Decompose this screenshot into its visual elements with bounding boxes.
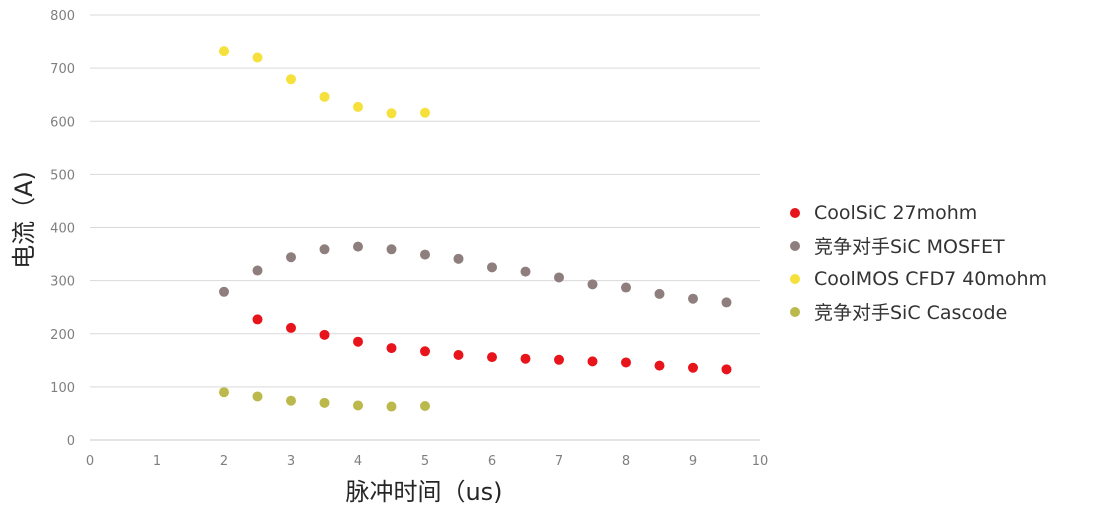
data-point bbox=[252, 52, 263, 63]
legend-label: 竞争对手SiC MOSFET bbox=[814, 236, 1005, 258]
y-tick-label: 600 bbox=[50, 115, 75, 130]
x-tick-label: 7 bbox=[555, 454, 563, 469]
y-tick-label: 500 bbox=[50, 168, 75, 183]
data-point bbox=[453, 253, 464, 264]
data-point bbox=[219, 46, 229, 57]
data-point bbox=[286, 252, 296, 263]
legend-marker-icon bbox=[790, 240, 800, 251]
legend-marker-icon bbox=[790, 207, 800, 218]
y-tick-label: 0 bbox=[67, 434, 75, 449]
legend-label: CoolSiC 27mohm bbox=[814, 201, 978, 224]
x-tick-label: 0 bbox=[86, 454, 94, 469]
data-point bbox=[721, 364, 732, 375]
data-point bbox=[453, 350, 464, 360]
x-tick-label: 1 bbox=[153, 454, 161, 469]
data-point bbox=[688, 362, 698, 373]
data-point bbox=[252, 265, 263, 276]
y-tick-label: 800 bbox=[50, 9, 75, 24]
data-point bbox=[554, 272, 564, 283]
data-point bbox=[487, 352, 497, 363]
data-point bbox=[487, 262, 497, 273]
y-axis-ticks: 0 100 200 300 400 500 600 700 800 bbox=[50, 9, 75, 449]
legend-label: 竞争对手SiC Cascode bbox=[814, 302, 1008, 324]
data-point bbox=[353, 336, 363, 347]
chart-plot: 0 100 200 300 400 500 600 700 800 0 1 2 3 4 5 6 7 8 9 10 脉… bbox=[10, 9, 768, 506]
x-tick-label: 4 bbox=[354, 454, 362, 469]
legend-item: CoolMOS CFD7 40mohm bbox=[790, 262, 1108, 295]
x-axis-title: 脉冲时间（us) bbox=[345, 478, 502, 506]
data-point bbox=[353, 241, 363, 252]
data-point bbox=[654, 360, 665, 371]
y-tick-label: 400 bbox=[50, 222, 75, 237]
data-point bbox=[252, 391, 263, 402]
data-point bbox=[654, 288, 665, 299]
x-tick-label: 5 bbox=[421, 454, 429, 469]
data-point bbox=[420, 107, 430, 118]
legend-item: CoolSiC 27mohm bbox=[790, 196, 1108, 229]
legend-marker-icon bbox=[790, 273, 800, 284]
y-tick-label: 200 bbox=[50, 328, 75, 343]
data-point bbox=[386, 244, 397, 255]
data-point bbox=[621, 282, 631, 293]
data-point bbox=[319, 397, 330, 408]
legend-item: 竞争对手SiC MOSFET bbox=[790, 229, 1108, 262]
data-point bbox=[520, 353, 531, 364]
data-point bbox=[353, 400, 363, 411]
data-point bbox=[587, 356, 598, 367]
data-point bbox=[286, 395, 296, 406]
data-point bbox=[688, 293, 698, 304]
x-tick-label: 6 bbox=[488, 454, 496, 469]
data-point bbox=[386, 343, 397, 354]
data-point bbox=[219, 387, 229, 398]
y-axis-title: 电流（A) bbox=[10, 171, 38, 269]
y-tick-label: 300 bbox=[50, 275, 75, 290]
legend-item: 竞争对手SiC Cascode bbox=[790, 295, 1108, 328]
data-point bbox=[587, 279, 598, 290]
x-axis-ticks: 0 1 2 3 4 5 6 7 8 9 10 bbox=[86, 454, 768, 469]
data-point bbox=[319, 91, 330, 102]
y-tick-label: 100 bbox=[50, 381, 75, 396]
data-point bbox=[386, 108, 397, 119]
gridlines bbox=[90, 14, 760, 441]
data-point bbox=[319, 244, 330, 255]
data-point bbox=[252, 314, 263, 325]
x-tick-label: 10 bbox=[752, 454, 769, 469]
data-point bbox=[219, 286, 229, 297]
x-tick-label: 9 bbox=[689, 454, 697, 469]
x-tick-label: 2 bbox=[220, 454, 228, 469]
legend-marker-icon bbox=[790, 306, 800, 317]
data-point bbox=[353, 101, 363, 112]
data-point bbox=[520, 266, 531, 277]
data-points bbox=[219, 46, 732, 412]
data-point bbox=[319, 329, 330, 340]
data-point bbox=[554, 354, 564, 365]
data-point bbox=[721, 297, 732, 308]
x-tick-label: 8 bbox=[622, 454, 630, 469]
data-point bbox=[386, 401, 397, 412]
legend: CoolSiC 27mohm 竞争对手SiC MOSFET CoolMOS CFD7… bbox=[790, 196, 1108, 328]
data-point bbox=[286, 322, 296, 333]
y-tick-label: 700 bbox=[50, 62, 75, 77]
data-point bbox=[286, 74, 296, 85]
data-point bbox=[420, 401, 430, 411]
x-tick-label: 3 bbox=[287, 454, 295, 469]
data-point bbox=[420, 346, 430, 357]
legend-label: CoolMOS CFD7 40mohm bbox=[814, 267, 1048, 290]
data-point bbox=[621, 357, 631, 368]
data-point bbox=[420, 249, 430, 260]
